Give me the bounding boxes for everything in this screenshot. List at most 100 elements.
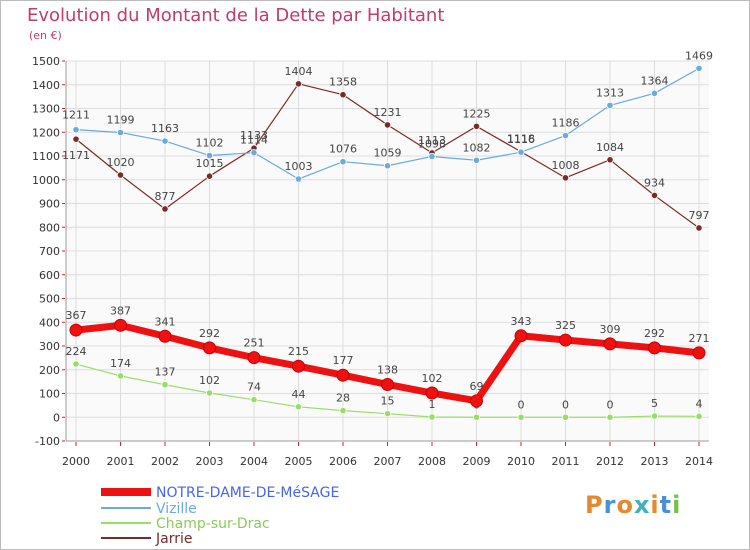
x-tick-label: 2003: [196, 455, 224, 468]
data-point-vizille: [72, 126, 80, 134]
data-point-jarrie: [606, 156, 614, 164]
x-tick-label: 2014: [685, 455, 713, 468]
data-point-champ-sur-drac: [428, 413, 436, 421]
value-label-jarrie: 1171: [62, 149, 90, 162]
data-point-notre-dame: [603, 337, 617, 351]
proxiti-logo: Proxiti: [585, 491, 681, 519]
data-point-champ-sur-drac: [472, 413, 481, 421]
value-label-champ-sur-drac: 137: [155, 366, 176, 379]
data-point-vizille: [472, 156, 481, 164]
value-label-champ-sur-drac: 15: [381, 395, 395, 408]
value-label-jarrie: 1118: [507, 133, 535, 146]
value-label-jarrie: 1231: [374, 106, 402, 119]
legend-label-champ-sur-drac: Champ-sur-Drac: [156, 516, 270, 532]
data-point-notre-dame: [336, 368, 350, 382]
x-tick-label: 2004: [240, 455, 268, 468]
data-point-vizille: [294, 175, 303, 183]
data-point-champ-sur-drac: [650, 412, 659, 420]
data-point-champ-sur-drac: [517, 413, 525, 421]
value-label-vizille: 1102: [196, 137, 224, 150]
value-label-notre-dame: 292: [199, 327, 220, 340]
y-tick-label: 300: [39, 340, 60, 353]
value-label-vizille: 1364: [641, 74, 669, 87]
y-tick-label: 400: [39, 316, 60, 329]
data-point-notre-dame: [114, 318, 127, 332]
data-point-champ-sur-drac: [695, 412, 703, 420]
data-point-vizille: [650, 89, 659, 97]
data-point-champ-sur-drac: [561, 413, 570, 421]
unit-label: (en €): [29, 29, 62, 42]
data-point-jarrie: [695, 224, 703, 232]
legend-label-vizille: Vizille: [156, 501, 197, 517]
y-tick-label: 1100: [32, 150, 60, 163]
data-point-vizille: [561, 131, 570, 140]
data-point-notre-dame: [692, 346, 706, 360]
value-label-champ-sur-drac: 224: [66, 345, 87, 358]
x-tick-label: 2010: [507, 455, 535, 468]
value-label-jarrie: 1113: [418, 134, 446, 147]
value-label-vizille: 1076: [329, 143, 357, 156]
value-label-vizille: 1186: [552, 117, 580, 130]
y-tick-label: 0: [53, 411, 60, 424]
data-point-vizille: [517, 148, 525, 156]
value-label-jarrie: 934: [644, 176, 665, 189]
value-label-jarrie: 1015: [196, 157, 224, 170]
value-label-jarrie: 1020: [107, 156, 135, 169]
value-label-notre-dame: 69: [470, 380, 484, 393]
y-tick-label: 500: [39, 293, 60, 306]
logo-letter: i: [672, 491, 682, 519]
value-label-jarrie: 1133: [240, 129, 268, 142]
value-label-champ-sur-drac: 0: [562, 398, 569, 411]
value-label-vizille: 1313: [596, 86, 624, 99]
logo-letter: o: [616, 491, 634, 519]
value-label-vizille: 1098: [418, 137, 446, 150]
y-tick-label: 100: [39, 388, 60, 401]
value-label-jarrie: 797: [689, 209, 710, 222]
data-point-jarrie: [472, 122, 481, 130]
value-label-jarrie: 1084: [596, 141, 624, 154]
logo-letter: P: [585, 491, 604, 519]
value-label-champ-sur-drac: 28: [336, 392, 350, 405]
logo-letter: r: [603, 491, 617, 519]
data-point-jarrie: [72, 135, 80, 143]
data-point-champ-sur-drac: [294, 403, 303, 411]
value-label-notre-dame: 177: [333, 354, 354, 367]
value-label-champ-sur-drac: 102: [199, 374, 220, 387]
value-label-vizille: 1003: [285, 160, 313, 173]
data-point-notre-dame: [292, 359, 305, 373]
data-point-notre-dame: [158, 329, 172, 343]
data-point-notre-dame: [514, 329, 528, 343]
value-label-jarrie: 1008: [552, 159, 580, 172]
value-label-vizille: 1082: [463, 141, 491, 154]
series-champ-sur-drac: 224174137102744428151000054: [66, 345, 703, 421]
data-point-jarrie: [650, 191, 659, 200]
legend-label-jarrie: Jarrie: [155, 531, 192, 547]
y-tick-label: 1300: [32, 103, 60, 116]
x-tick-label: 2013: [641, 455, 669, 468]
data-point-notre-dame: [69, 323, 83, 337]
data-point-champ-sur-drac: [383, 410, 392, 418]
series-notre-dame: 367 387 341 292 251 215 177 138 102 69 343 325 309 29…: [66, 304, 710, 408]
data-point-champ-sur-drac: [205, 389, 214, 397]
data-point-vizille: [428, 152, 436, 161]
x-tick-label: 2001: [107, 455, 135, 468]
x-tick-label: 2002: [151, 455, 179, 468]
data-point-vizille: [116, 128, 125, 137]
value-label-notre-dame: 138: [377, 363, 398, 376]
value-label-champ-sur-drac: 74: [247, 381, 261, 394]
data-point-vizille: [161, 137, 169, 145]
value-label-vizille: 1114: [240, 134, 268, 147]
series-vizille: 1211 1199 1163 1102 1114 1003 1076 1059 1098 1082…: [62, 49, 713, 183]
data-point-notre-dame: [247, 351, 261, 365]
x-tick-label: 2012: [596, 455, 624, 468]
data-point-vizille: [205, 151, 214, 160]
data-point-jarrie: [161, 205, 169, 213]
value-label-vizille: 1116: [507, 133, 535, 146]
value-label-vizille: 1163: [151, 122, 179, 135]
logo-letter: t: [659, 491, 673, 519]
data-point-notre-dame: [470, 394, 483, 408]
series-jarrie: 1171 1020 877 1015 1133 1404 1358 1231 1113 1225 1…: [62, 65, 710, 232]
value-label-vizille: 1059: [374, 147, 402, 160]
data-point-notre-dame: [203, 341, 216, 355]
data-point-vizille: [339, 158, 347, 166]
